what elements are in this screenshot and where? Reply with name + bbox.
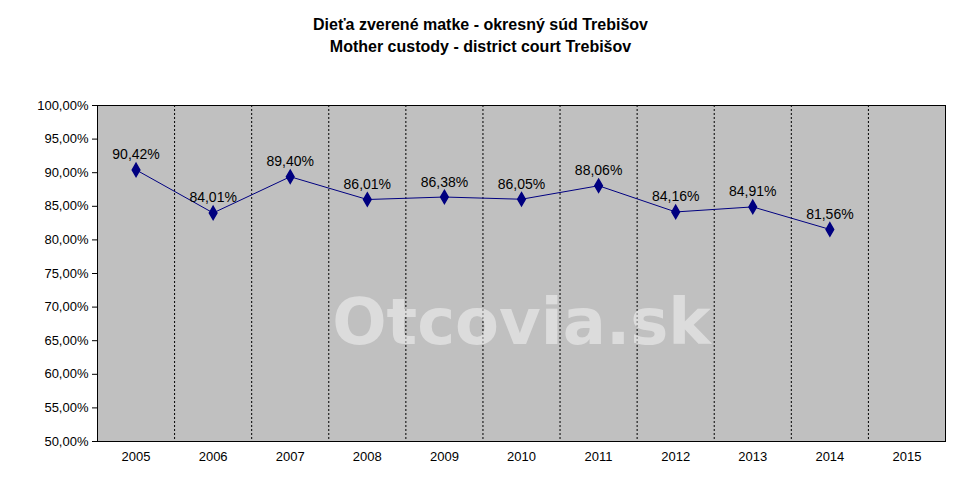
svg-text:75,00%: 75,00% (44, 266, 89, 281)
svg-text:55,00%: 55,00% (44, 400, 89, 415)
svg-text:86,01%: 86,01% (344, 176, 391, 192)
svg-text:2013: 2013 (738, 449, 767, 464)
svg-text:84,16%: 84,16% (652, 188, 699, 204)
svg-text:2008: 2008 (353, 449, 382, 464)
svg-text:2009: 2009 (430, 449, 459, 464)
svg-text:2011: 2011 (585, 449, 613, 464)
html-text:Mother custody - district cour: Mother custody - district court Trebišov (329, 38, 632, 55)
svg-text:95,00%: 95,00% (44, 131, 89, 146)
svg-text:70,00%: 70,00% (44, 299, 89, 314)
svg-text:86,38%: 86,38% (421, 174, 468, 190)
svg-text:60,00%: 60,00% (44, 366, 89, 381)
svg-text:2007: 2007 (276, 449, 305, 464)
svg-text:Otcovia.sk: Otcovia.sk (332, 285, 712, 359)
svg-text:2006: 2006 (199, 449, 228, 464)
svg-text:85,00%: 85,00% (44, 198, 89, 213)
html-text:Dieťa zverené matke - okresný: Dieťa zverené matke - okresný súd Trebiš… (313, 16, 648, 33)
svg-text:2015: 2015 (892, 449, 921, 464)
svg-text:81,56%: 81,56% (806, 206, 853, 222)
svg-text:2014: 2014 (815, 449, 844, 464)
svg-text:50,00%: 50,00% (44, 434, 89, 449)
svg-text:2010: 2010 (507, 449, 536, 464)
svg-text:2012: 2012 (661, 449, 690, 464)
svg-text:90,00%: 90,00% (44, 165, 89, 180)
svg-text:90,42%: 90,42% (112, 146, 159, 162)
svg-text:100,00%: 100,00% (37, 98, 89, 113)
svg-text:84,01%: 84,01% (189, 189, 236, 205)
svg-text:89,40%: 89,40% (266, 153, 313, 169)
svg-text:65,00%: 65,00% (44, 333, 89, 348)
svg-text:86,05%: 86,05% (498, 176, 545, 192)
svg-text:84,91%: 84,91% (729, 183, 776, 199)
svg-text:88,06%: 88,06% (575, 162, 622, 178)
svg-text:80,00%: 80,00% (44, 232, 89, 247)
svg-text:2005: 2005 (122, 449, 151, 464)
